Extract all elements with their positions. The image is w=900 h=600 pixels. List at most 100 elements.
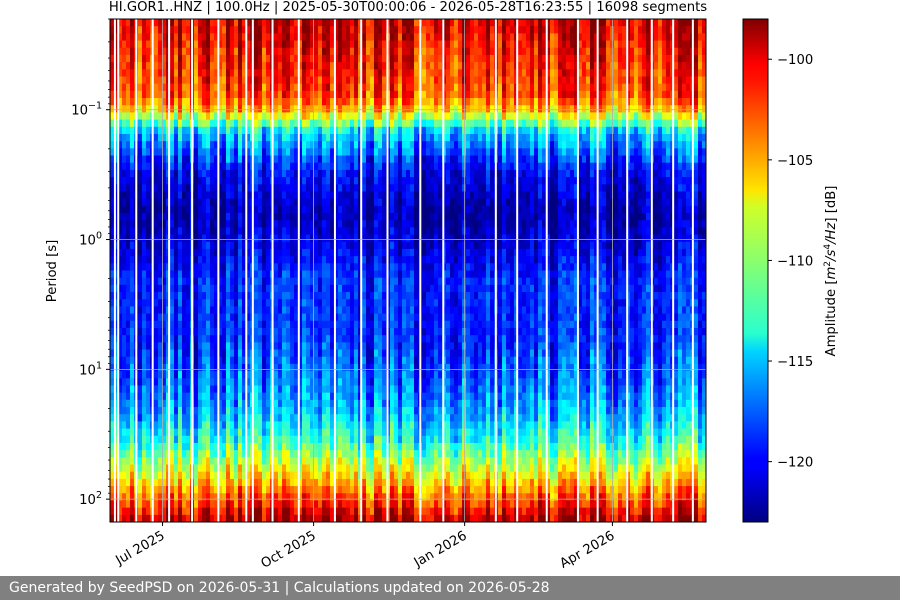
heatmap-cell — [290, 47, 295, 56]
heatmap-cell — [382, 98, 387, 106]
heatmap-cell — [114, 26, 119, 34]
heatmap-cell — [210, 83, 215, 92]
heatmap-cell — [290, 33, 295, 42]
heatmap-cell — [186, 119, 191, 128]
heatmap-cell — [226, 148, 231, 157]
heatmap-cell — [366, 40, 371, 49]
heatmap-cell — [242, 141, 247, 149]
heatmap-cell — [206, 363, 211, 372]
heatmap-cell — [178, 227, 183, 236]
heatmap-cell — [390, 435, 395, 444]
heatmap-cell — [182, 493, 187, 502]
heatmap-cell — [322, 227, 327, 236]
heatmap-cell — [246, 90, 251, 99]
heatmap-cell — [278, 155, 283, 164]
heatmap-cell — [170, 385, 175, 394]
heatmap-cell — [266, 414, 271, 422]
heatmap-cell — [162, 133, 167, 142]
heatmap-cell — [126, 26, 131, 34]
heatmap-cell — [330, 184, 335, 193]
heatmap-cell — [382, 148, 387, 157]
heatmap-cell — [294, 241, 299, 250]
heatmap-cell — [230, 349, 235, 358]
heatmap-cell — [138, 277, 143, 286]
heatmap-cell — [178, 98, 183, 106]
heatmap-cell — [254, 299, 259, 308]
heatmap-cell — [110, 478, 115, 487]
heatmap-cell — [234, 356, 239, 365]
heatmap-cell — [254, 313, 259, 322]
heatmap-cell — [322, 213, 327, 221]
heatmap-cell — [142, 478, 147, 487]
heatmap-cell — [274, 471, 279, 480]
heatmap-cell — [266, 213, 271, 221]
heatmap-cell — [326, 19, 331, 27]
heatmap-cell — [378, 119, 383, 128]
heatmap-cell — [218, 98, 223, 106]
heatmap-cell — [290, 392, 295, 401]
heatmap-cell — [350, 270, 355, 279]
heatmap-cell — [370, 277, 375, 286]
heatmap-cell — [178, 363, 183, 372]
heatmap-cell — [318, 514, 323, 522]
heatmap-cell — [314, 356, 319, 365]
heatmap-cell — [322, 234, 327, 243]
heatmap-cell — [170, 478, 175, 487]
heatmap-cell — [114, 62, 119, 70]
heatmap-cell — [330, 248, 335, 257]
heatmap-cell — [318, 177, 323, 185]
heatmap-cell — [378, 435, 383, 444]
heatmap-cell — [162, 270, 167, 279]
heatmap-cell — [282, 162, 287, 171]
heatmap-cell — [330, 162, 335, 171]
heatmap-cell — [254, 155, 259, 164]
heatmap-cell — [322, 191, 327, 200]
heatmap-cell — [254, 105, 259, 114]
heatmap-cell — [378, 98, 383, 106]
heatmap-cell — [146, 414, 151, 422]
heatmap-cell — [130, 40, 135, 49]
heatmap-cell — [246, 284, 251, 293]
heatmap-cell — [338, 493, 343, 502]
heatmap-cell — [390, 407, 395, 415]
heatmap-cell — [262, 54, 267, 63]
heatmap-cell — [198, 198, 203, 207]
heatmap-cell — [278, 306, 283, 315]
heatmap-cell — [314, 450, 319, 458]
heatmap-cell — [362, 40, 367, 49]
heatmap-cell — [206, 507, 211, 516]
heatmap-cell — [246, 435, 251, 444]
heatmap-cell — [290, 356, 295, 365]
heatmap-cell — [278, 119, 283, 128]
heatmap-cell — [342, 169, 347, 178]
heatmap-cell — [278, 356, 283, 365]
heatmap-cell — [314, 428, 319, 437]
heatmap-cell — [218, 435, 223, 444]
heatmap-cell — [370, 363, 375, 372]
heatmap-cell — [170, 392, 175, 401]
heatmap-cell — [390, 421, 395, 430]
heatmap-cell — [158, 500, 163, 509]
heatmap-cell — [338, 464, 343, 473]
heatmap-cell — [186, 450, 191, 458]
heatmap-cell — [214, 26, 219, 34]
heatmap-cell — [274, 248, 279, 257]
heatmap-cell — [278, 162, 283, 171]
heatmap-cell — [226, 105, 231, 114]
heatmap-cell — [178, 471, 183, 480]
heatmap-cell — [294, 26, 299, 34]
heatmap-cell — [390, 320, 395, 329]
heatmap-cell — [202, 83, 207, 92]
heatmap-cell — [290, 493, 295, 502]
heatmap-cell — [346, 205, 351, 214]
heatmap-cell — [114, 399, 119, 408]
heatmap-cell — [214, 450, 219, 458]
heatmap-cell — [118, 155, 123, 164]
heatmap-cell — [350, 457, 355, 466]
heatmap-cell — [170, 371, 175, 379]
heatmap-cell — [126, 105, 131, 114]
heatmap-cell — [142, 126, 147, 135]
heatmap-cell — [306, 162, 311, 171]
heatmap-cell — [122, 385, 127, 394]
